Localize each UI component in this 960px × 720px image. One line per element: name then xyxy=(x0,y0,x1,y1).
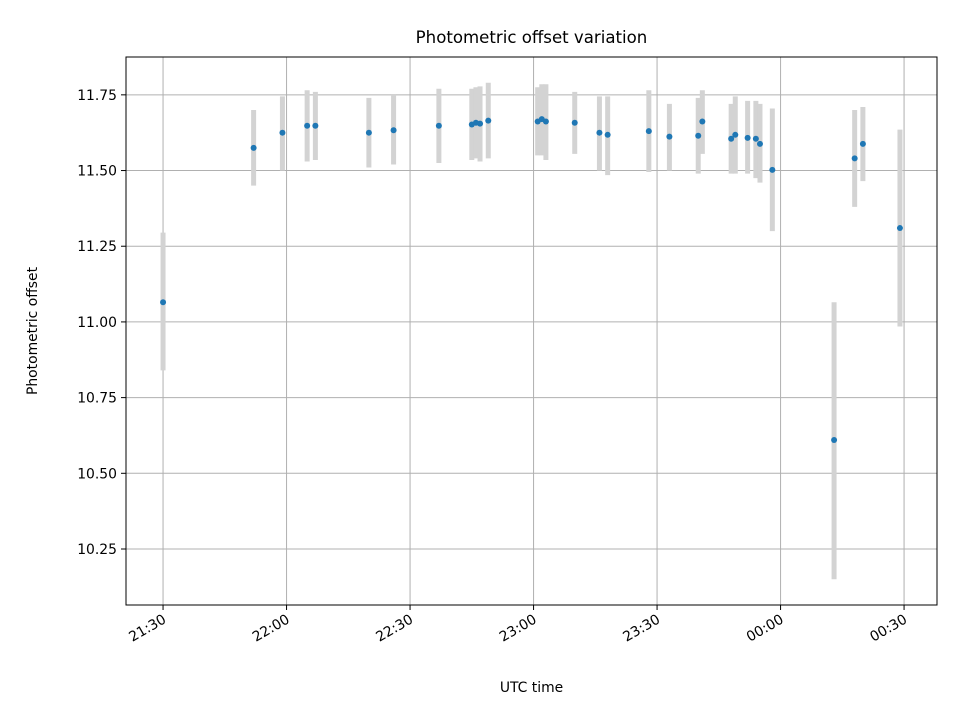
data-point xyxy=(160,299,167,306)
y-tick-label: 11.75 xyxy=(77,88,117,104)
x-tick-label: 21:30 xyxy=(126,612,169,646)
data-point xyxy=(365,129,372,136)
data-point xyxy=(604,131,611,138)
axis-ticks: 21:30 22:00 22:30 23:00 23:30 00:00 00:30 10.25… xyxy=(77,88,910,646)
x-tick-label: 00:30 xyxy=(867,612,910,646)
x-tick-label: 23:00 xyxy=(497,612,540,646)
data-point xyxy=(699,118,706,125)
error-bars xyxy=(160,82,903,580)
y-tick-label: 10.75 xyxy=(77,391,117,407)
x-axis-label: UTC time xyxy=(500,680,563,696)
data-point xyxy=(752,135,759,142)
y-tick-label: 11.25 xyxy=(77,239,117,255)
data-point xyxy=(728,135,735,142)
y-tick-label: 11.00 xyxy=(77,315,117,331)
data-point xyxy=(596,129,603,136)
data-point xyxy=(732,131,739,138)
x-tick-label: 22:30 xyxy=(373,612,416,646)
data-points xyxy=(160,116,903,443)
x-tick-label: 22:00 xyxy=(250,612,293,646)
data-point xyxy=(744,134,751,141)
data-point xyxy=(896,225,903,232)
data-point xyxy=(695,132,702,139)
x-tick-label: 00:00 xyxy=(744,612,787,646)
data-point xyxy=(831,436,838,443)
data-point xyxy=(851,155,858,162)
grid xyxy=(126,57,937,605)
data-point xyxy=(769,166,776,173)
data-point xyxy=(390,127,397,134)
data-point xyxy=(250,144,257,151)
data-point xyxy=(645,128,652,135)
data-point xyxy=(477,120,484,127)
data-point xyxy=(756,140,763,147)
data-point xyxy=(571,119,578,126)
data-point xyxy=(312,122,319,129)
data-point xyxy=(666,133,673,140)
plot-frame xyxy=(125,56,938,606)
data-point xyxy=(304,122,311,129)
data-point xyxy=(485,117,492,124)
x-tick-label: 23:30 xyxy=(620,612,663,646)
y-tick-label: 10.25 xyxy=(77,542,117,558)
y-axis-label: Photometric offset xyxy=(25,266,41,395)
data-point xyxy=(542,118,549,125)
chart-title: Photometric offset variation xyxy=(416,28,648,47)
data-point xyxy=(279,129,286,136)
data-point xyxy=(859,140,866,147)
y-tick-label: 10.50 xyxy=(77,466,117,482)
data-point xyxy=(435,122,442,129)
y-tick-label: 11.50 xyxy=(77,164,117,180)
